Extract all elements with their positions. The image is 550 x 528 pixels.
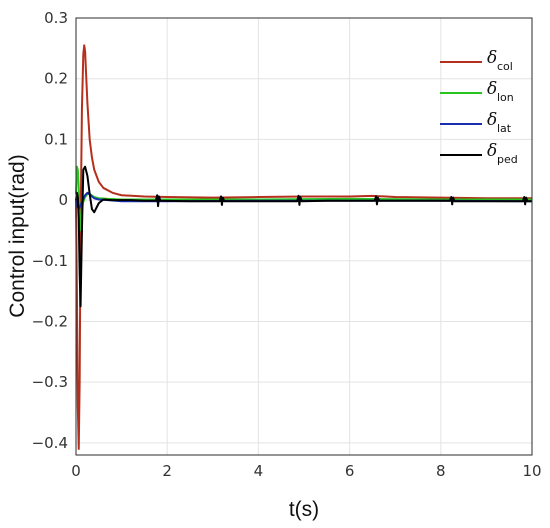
x-tick-label: 8 bbox=[436, 462, 446, 480]
x-tick-label: 2 bbox=[162, 462, 172, 480]
plot-background bbox=[76, 18, 532, 455]
series-line-ped bbox=[75, 165, 532, 308]
x-tick-label: 10 bbox=[522, 462, 541, 480]
y-tick-labels: −0.4 −0.3 −0.2 −0.1 0 0.1 0.2 0.3 bbox=[32, 9, 68, 452]
y-axis-label: Control input(rad) bbox=[6, 154, 29, 317]
legend-symbol: δ bbox=[487, 48, 497, 68]
legend-symbol: δ bbox=[487, 79, 497, 99]
plot-frame bbox=[75, 17, 533, 456]
legend-subscript-col: col bbox=[497, 60, 513, 73]
x-tick-label: 0 bbox=[71, 462, 81, 480]
y-tick-label: −0.4 bbox=[32, 434, 68, 452]
x-tick-labels: 0 2 4 6 8 10 bbox=[71, 462, 541, 480]
y-tick-label: 0.2 bbox=[44, 70, 68, 88]
x-tick-label: 4 bbox=[254, 462, 264, 480]
y-tick-label: 0.1 bbox=[44, 130, 68, 148]
y-tick-label: −0.1 bbox=[32, 252, 68, 270]
y-tick-label: −0.3 bbox=[32, 373, 68, 391]
series-line-col bbox=[75, 44, 532, 450]
x-axis-label: t(s) bbox=[289, 498, 319, 521]
y-tick-label: 0 bbox=[58, 191, 68, 209]
legend-symbol: δ bbox=[487, 110, 497, 130]
legend-symbol: δ bbox=[487, 141, 497, 161]
y-tick-label: 0.3 bbox=[44, 9, 68, 27]
series-layer bbox=[75, 44, 533, 450]
legend-subscript-lat: lat bbox=[497, 122, 512, 135]
x-tick-label: 6 bbox=[345, 462, 355, 480]
legend-subscript-lon: lon bbox=[497, 91, 514, 104]
legend-subscript-ped: ped bbox=[497, 153, 518, 166]
y-tick-label: −0.2 bbox=[32, 312, 68, 330]
